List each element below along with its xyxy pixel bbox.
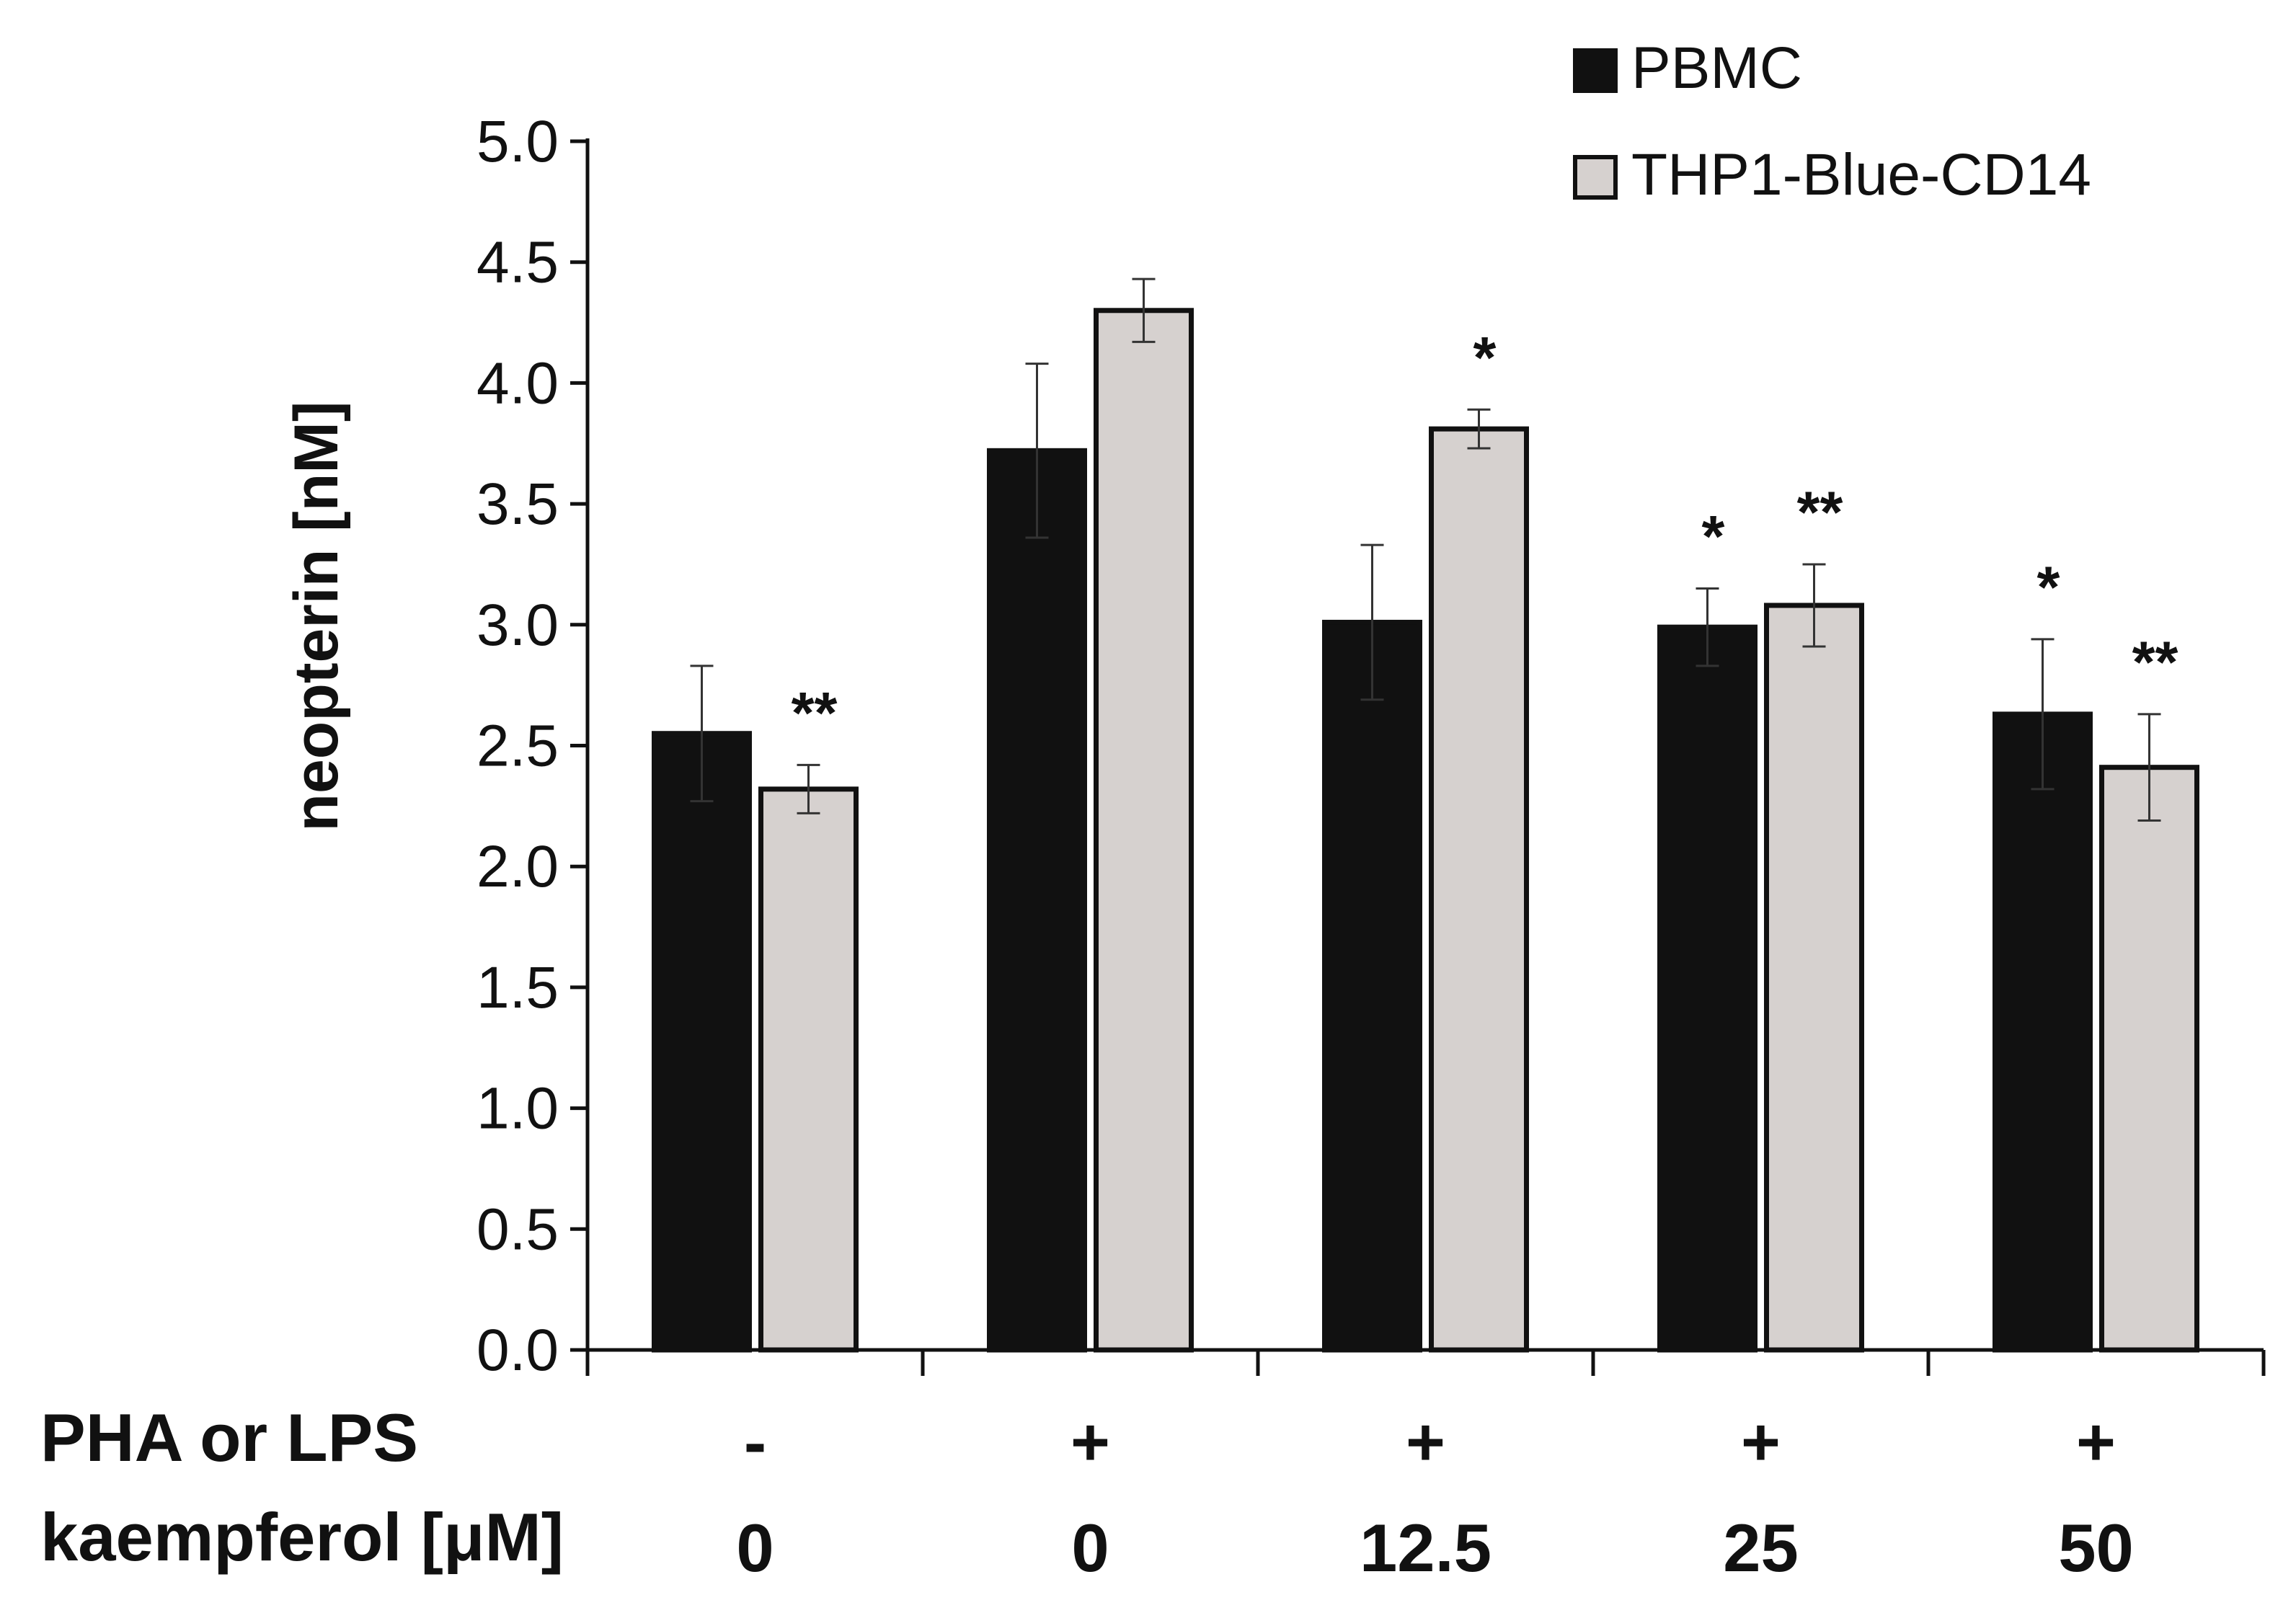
y-tick-label: 0.0 [477,1317,559,1383]
significance-marker: * [2037,555,2060,621]
y-axis-label: neopterin [nM] [282,401,351,831]
bar-pbmc-0 [652,731,752,1353]
bar-thp1-1 [1094,308,1194,1353]
legend-label-thp1: THP1-Blue-CD14 [1631,142,2091,208]
row-label-kaempferol: kaempferol [μM] [40,1499,564,1575]
stimulus-label: + [1406,1404,1445,1480]
bar-pbmc-2 [1322,619,1422,1353]
significance-marker: * [1473,325,1497,391]
significance-marker: ** [1797,480,1843,546]
kaempferol-dose-label: 50 [2058,1510,2134,1586]
bar-thp1-2 [1429,426,1529,1353]
bar-pbmc-4 [1993,711,2093,1353]
bar-pbmc-1 [987,448,1087,1353]
y-tick-label: 3.0 [477,592,559,658]
y-tick-label: 3.5 [477,471,559,537]
y-tick-label: 1.5 [477,955,559,1021]
y-tick-label: 1.0 [477,1076,559,1142]
y-tick-label: 0.5 [477,1196,559,1262]
bar-pbmc-3 [1657,624,1758,1353]
y-tick-label: 4.5 [477,230,559,296]
kaempferol-dose-label: 25 [1723,1510,1799,1586]
legend-swatch-pbmc [1573,48,1618,93]
y-tick-label: 2.0 [477,834,559,899]
bars [652,308,2199,1353]
legend-label-pbmc: PBMC [1631,35,1802,101]
row-label-stimulus: PHA or LPS [40,1400,418,1475]
stimulus-label: + [1741,1404,1781,1480]
legend: PBMC THP1-Blue-CD14 [1573,35,2091,208]
legend-swatch-thp1 [1573,155,1618,200]
significance-marker: ** [792,680,838,746]
kaempferol-dose-label: 0 [1071,1510,1109,1586]
significance-marker: ** [2132,630,2178,696]
stimulus-label: + [2076,1404,2116,1480]
y-tick-label: 2.5 [477,714,559,779]
category-labels: - 0 +0 +12.5 +25 +50 [736,1404,2133,1586]
error-bars [690,277,2161,822]
bar-thp1-3 [1764,603,1864,1353]
bar-thp1-4 [2099,765,2199,1353]
bar-thp1-0 [758,786,859,1353]
stimulus-label: - [744,1404,766,1480]
y-tick-label: 5.0 [477,109,559,174]
y-axis: 0.0 0.5 1.0 1.5 2.0 2.5 3.0 3.5 4.0 4.5 5.0 [477,109,590,1383]
stimulus-label: + [1071,1404,1110,1480]
significance-marker: * [1702,504,1725,569]
y-tick-label: 4.0 [477,350,559,416]
kaempferol-dose-label: 12.5 [1360,1510,1491,1586]
x-axis [585,1348,2266,1376]
significance-markers: ********* [792,325,2178,746]
kaempferol-dose-label: 0 [736,1510,774,1586]
